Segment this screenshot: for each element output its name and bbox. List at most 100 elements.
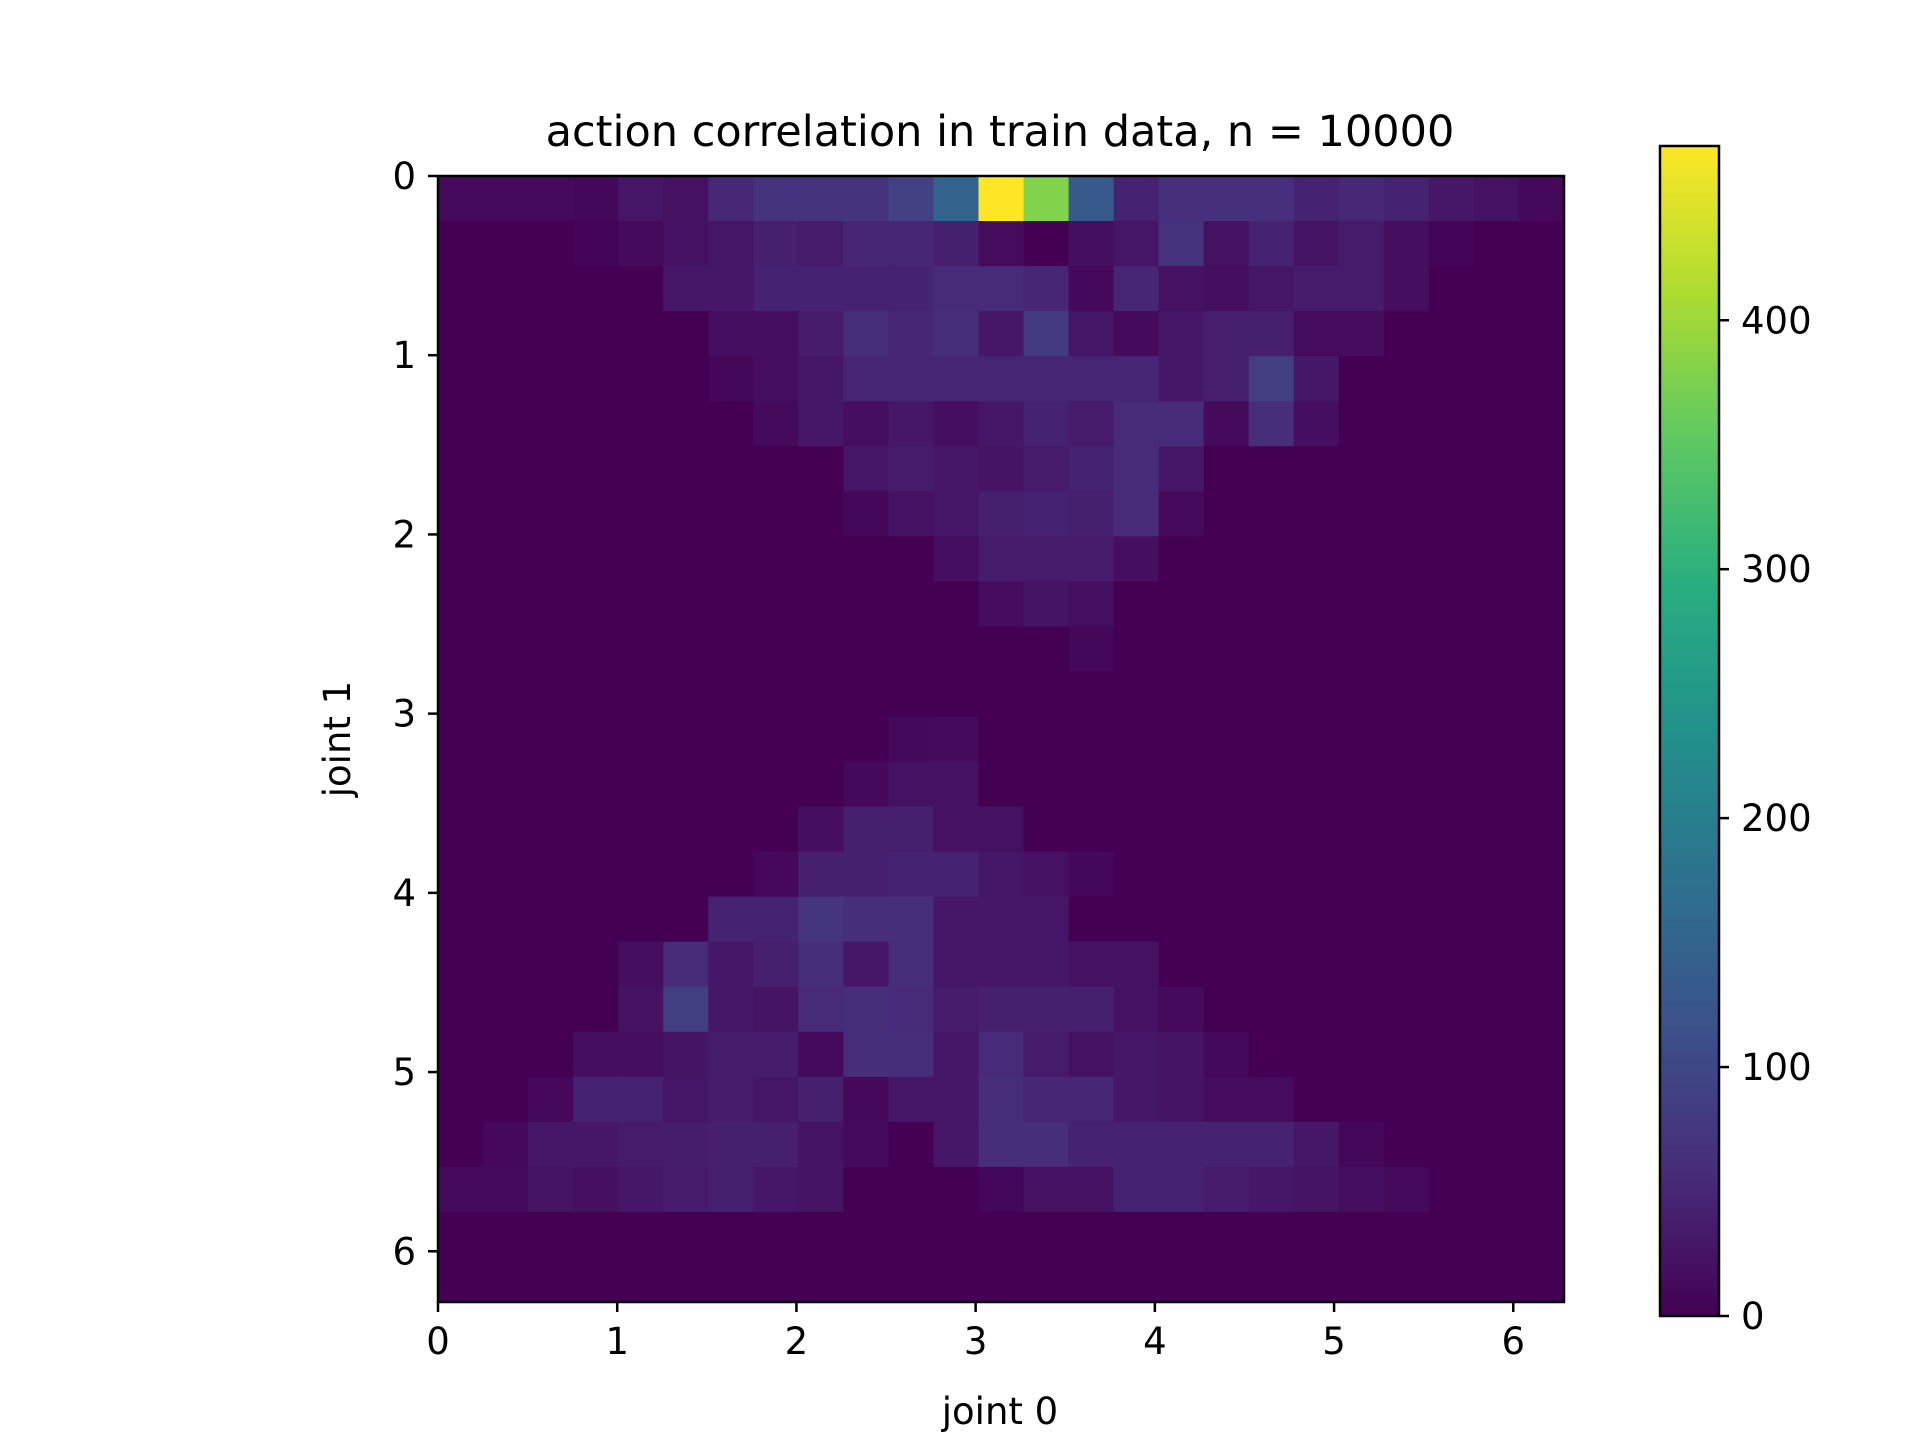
heatmap-cell [1518,716,1565,763]
heatmap-cell [573,1031,619,1078]
heatmap-cell [1068,761,1115,808]
heatmap-cell [933,851,980,898]
heatmap-cell [1203,896,1250,943]
heatmap-cell [1383,626,1430,673]
heatmap-cell [528,986,574,1033]
heatmap-cell [888,221,935,267]
heatmap-cell [528,941,574,988]
chart-title: action correlation in train data, n = 10… [546,107,1455,157]
heatmap-cell [1383,1166,1430,1213]
heatmap-cell [708,311,754,357]
heatmap-cell [1473,1076,1520,1123]
heatmap-cell [1383,536,1430,582]
heatmap-cell [573,311,619,357]
heatmap-cell [528,266,574,312]
heatmap-cell [1428,941,1475,988]
heatmap-cell [528,356,574,402]
heatmap-cell [933,1166,980,1213]
heatmap-cell [798,1076,844,1123]
heatmap-cell [1428,986,1475,1033]
heatmap-cell [1248,671,1295,718]
heatmap-cell [888,716,935,763]
heatmap-cell [1383,491,1430,537]
heatmap-cell [663,176,709,222]
heatmap-cell [1428,491,1475,537]
heatmap-cell [1203,266,1250,312]
heatmap-cell [528,491,574,537]
heatmap-cell [528,896,574,943]
heatmap-cell [663,896,709,943]
heatmap-cell [1428,896,1475,943]
heatmap-cell [438,1121,484,1168]
heatmap-cell [663,806,709,853]
heatmap-cell [483,761,529,808]
heatmap-cell [1518,896,1565,943]
heatmap-cell [528,1031,574,1078]
heatmap-cell [843,1031,889,1078]
heatmap-cell [1113,536,1160,582]
heatmap-cell [1248,716,1295,763]
heatmap-cell [1068,716,1115,763]
heatmap-cell [798,176,844,222]
heatmap-cell [1248,851,1295,898]
heatmap-cell [1248,986,1295,1033]
heatmap-cell [978,806,1025,853]
heatmap-cell [978,851,1025,898]
heatmap-cell [1293,446,1340,492]
heatmap-cell [618,1076,664,1123]
heatmap-cell [1428,581,1475,627]
heatmap-cell [978,266,1025,312]
heatmap-cell [1338,941,1385,988]
heatmap-cell [798,1031,844,1078]
heatmap-cell [753,1031,799,1078]
heatmap-cell [1158,176,1205,222]
heatmap-cell [618,986,664,1033]
heatmap-cell [933,626,980,673]
heatmap-cell [1113,806,1160,853]
heatmap-cell [483,716,529,763]
y-axis-ticks: 0 1 2 3 4 5 6 [392,155,438,1273]
heatmap-cell [798,626,844,673]
heatmap-cell [663,221,709,267]
heatmap-cell [663,1166,709,1213]
heatmap-cell [1113,851,1160,898]
heatmap-cell [978,401,1025,447]
heatmap-cell [573,1076,619,1123]
heatmap-cell [1428,176,1475,222]
heatmap-cell [843,716,889,763]
heatmap-cell [933,536,980,582]
heatmap-cell [1518,401,1565,447]
heatmap-cell [1518,761,1565,808]
heatmap-cell [1113,1166,1160,1213]
heatmap-cell [528,716,574,763]
heatmap-cell [1473,266,1520,312]
heatmap-cell [888,1121,935,1168]
heatmap-cell [1158,761,1205,808]
heatmap-cell [1203,986,1250,1033]
heatmap-cell [1383,671,1430,718]
heatmap-cell [708,401,754,447]
heatmap-cell [888,851,935,898]
heatmap-cell [1338,1031,1385,1078]
heatmap-cell [1518,806,1565,853]
heatmap-cell [1113,266,1160,312]
heatmap-cell [1383,581,1430,627]
heatmap-cell [1338,176,1385,222]
heatmap-cell [1428,671,1475,718]
heatmap-cell [1518,986,1565,1033]
heatmap-cell [618,716,664,763]
heatmap-cell [978,1031,1025,1078]
heatmap-cell [843,221,889,267]
heatmap-cell [1293,896,1340,943]
heatmap-cell [708,806,754,853]
heatmap-cell [1248,401,1295,447]
heatmap-cell [1158,896,1205,943]
heatmap-cell [798,356,844,402]
heatmap-cell [1203,941,1250,988]
heatmap-cell [1383,986,1430,1033]
heatmap-cell [1023,1166,1070,1213]
y-tick-label: 0 [392,155,416,198]
heatmap-cell [888,176,935,222]
heatmap-cell [978,941,1025,988]
heatmap-cell [438,221,484,267]
